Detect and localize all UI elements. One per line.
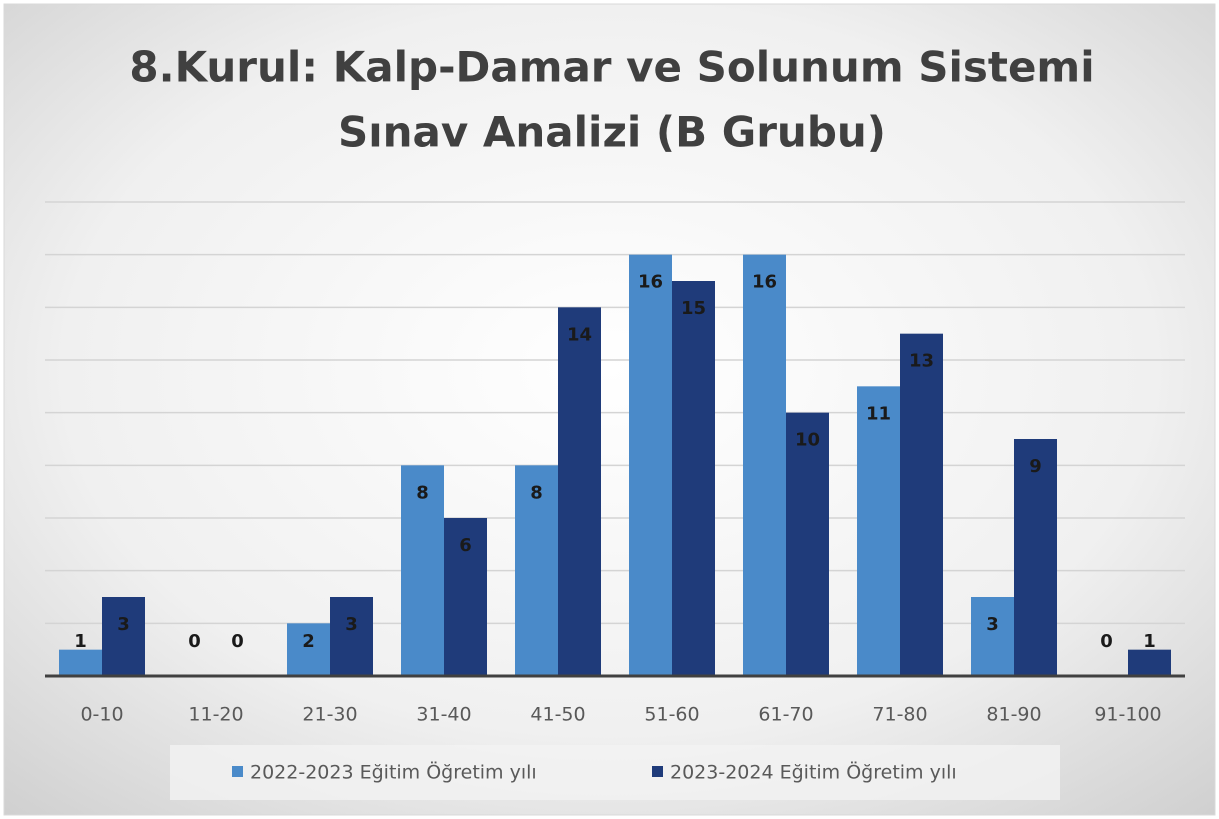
x-tick-label: 21-30 [302,704,357,726]
legend-label: 2023-2024 Eğitim Öğretim yılı [670,761,957,784]
data-label: 10 [795,430,820,451]
bar [971,597,1014,676]
data-label: 16 [638,272,663,293]
data-label: 2 [302,631,315,652]
data-label: 16 [752,272,777,293]
chart-background [3,3,1216,816]
x-tick-label: 51-60 [644,704,699,726]
bar [672,281,715,676]
bar [900,333,943,676]
data-label: 6 [459,535,472,556]
x-tick-label: 31-40 [416,704,471,726]
bar [1128,649,1171,676]
bar [743,254,786,676]
bar [330,597,373,676]
x-tick-label: 11-20 [188,704,243,726]
legend-label: 2022-2023 Eğitim Öğretim yılı [250,761,537,784]
bar [558,307,601,676]
data-label: 0 [231,631,244,652]
bar [857,386,900,676]
data-label: 14 [567,324,592,345]
bar [287,623,330,676]
x-tick-label: 91-100 [1094,704,1161,726]
chart-title: Sınav Analizi (B Grubu) [338,108,886,157]
data-label: 13 [909,351,934,372]
bar [786,412,829,676]
data-label: 15 [681,298,706,319]
x-tick-label: 61-70 [758,704,813,726]
legend-box [170,745,1060,800]
bar [515,465,558,676]
data-label: 3 [117,614,130,635]
data-label: 8 [416,482,429,503]
data-label: 8 [530,482,543,503]
data-label: 0 [188,631,201,652]
data-label: 1 [1143,631,1156,652]
data-label: 9 [1029,456,1042,477]
chart-title: 8.Kurul: Kalp-Damar ve Solunum Sistemi [129,43,1094,92]
x-tick-label: 0-10 [80,704,123,726]
legend-swatch [652,766,663,777]
data-label: 3 [986,614,999,635]
data-label: 3 [345,614,358,635]
data-label: 0 [1100,631,1113,652]
bar [444,518,487,676]
bar [401,465,444,676]
legend-swatch [232,766,243,777]
bar [629,254,672,676]
bar [59,649,102,676]
data-label: 1 [74,631,87,652]
bar [102,597,145,676]
x-tick-label: 81-90 [986,704,1041,726]
x-tick-label: 71-80 [872,704,927,726]
data-label: 11 [866,403,891,424]
x-tick-label: 41-50 [530,704,585,726]
bar [1014,439,1057,676]
